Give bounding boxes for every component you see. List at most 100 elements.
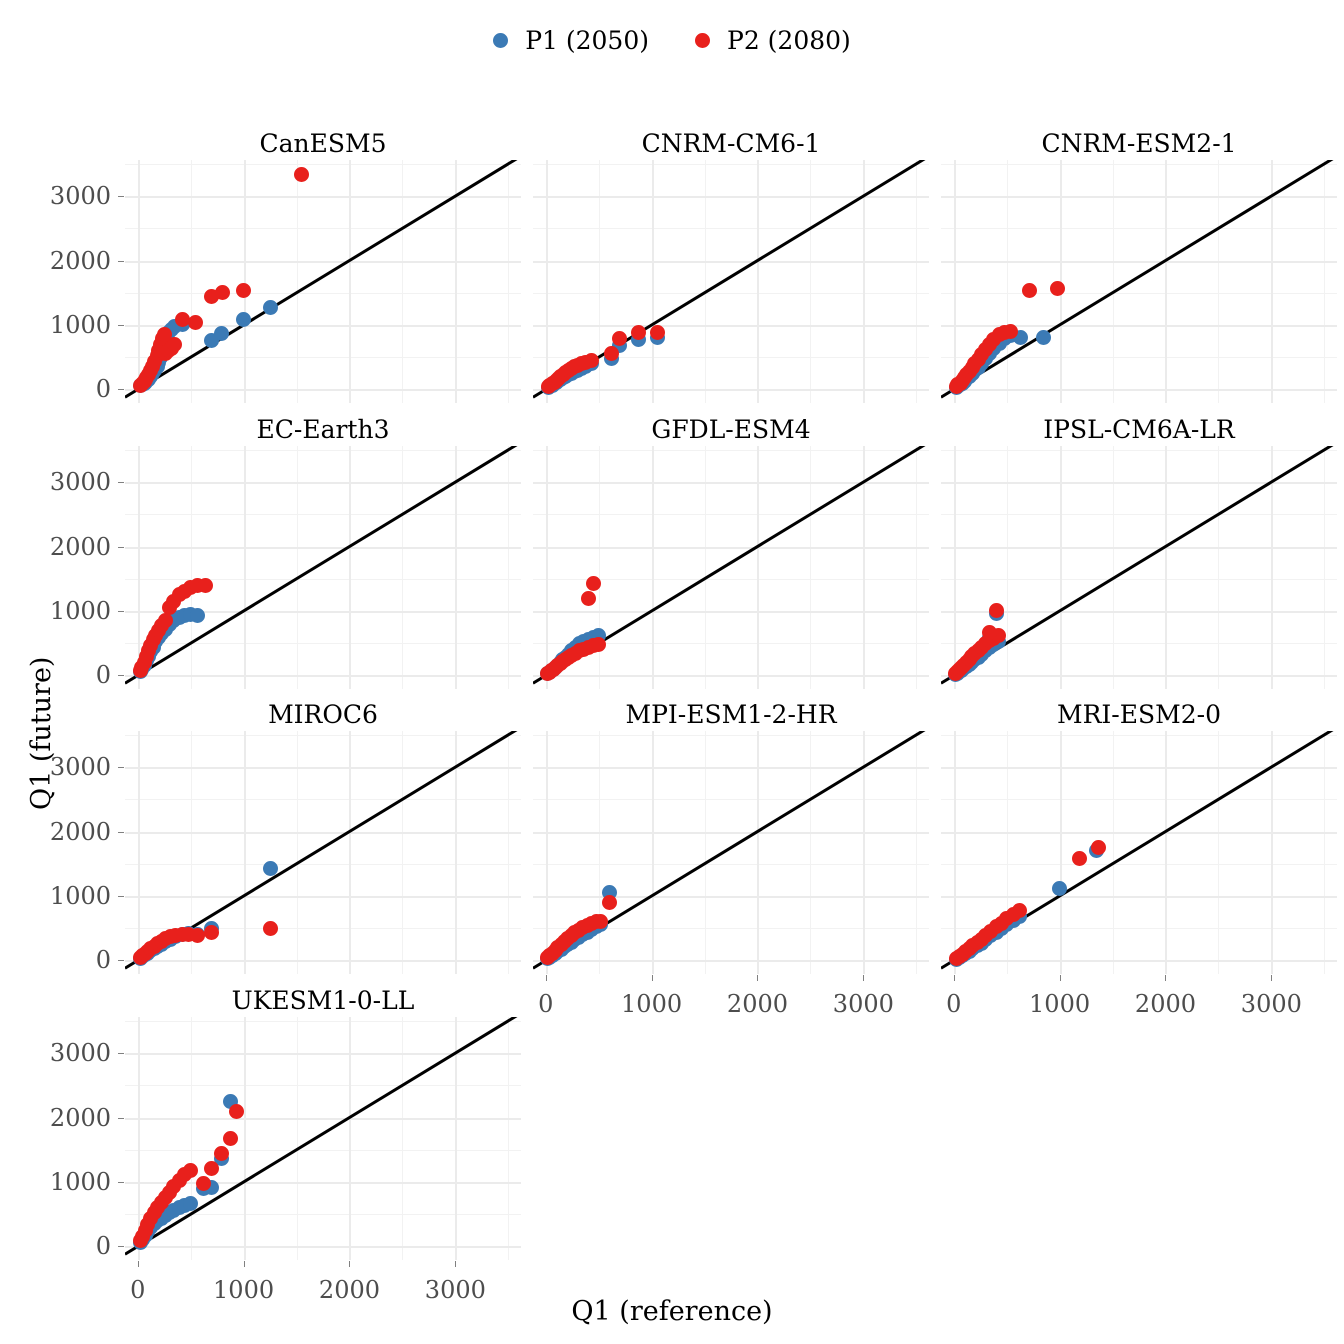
gridline-vertical — [137, 1017, 140, 1260]
gridline-horizontal — [533, 196, 929, 199]
data-point-p1[interactable] — [1036, 329, 1052, 345]
x-tick-label: 0 — [538, 990, 554, 1018]
data-point-p1[interactable] — [189, 608, 205, 624]
plot-panel[interactable] — [533, 160, 929, 403]
data-point-p2[interactable] — [988, 602, 1004, 618]
data-point-p2[interactable] — [1022, 283, 1038, 299]
data-point-p2[interactable] — [1003, 323, 1019, 339]
data-point-p2[interactable] — [1049, 280, 1065, 296]
plot-panel[interactable] — [125, 731, 521, 974]
data-point-p2[interactable] — [156, 326, 172, 342]
gridline-minor-vertical — [296, 446, 298, 689]
facet-title: CanESM5 — [259, 129, 387, 158]
plot-panel[interactable] — [941, 160, 1337, 403]
plot-panel[interactable] — [125, 446, 521, 689]
x-axis-title: Q1 (reference) — [571, 1296, 773, 1327]
plot-panel[interactable] — [941, 446, 1337, 689]
y-tick-label: 2000 — [49, 246, 111, 275]
gridline-horizontal — [941, 960, 1337, 963]
data-point-p2[interactable] — [631, 325, 647, 341]
data-point-p2[interactable] — [228, 1103, 244, 1119]
y-tick-label: 1000 — [49, 1168, 111, 1196]
x-tick-label: 3000 — [1240, 990, 1302, 1018]
data-point-p2[interactable] — [197, 577, 213, 593]
legend-entry-p1[interactable]: P1 (2050) — [493, 28, 649, 53]
data-point-p1[interactable] — [262, 300, 278, 316]
y-tick-mark — [118, 1182, 124, 1183]
data-point-p2[interactable] — [204, 1160, 220, 1176]
gridline-minor-horizontal — [533, 163, 929, 165]
data-point-p2[interactable] — [262, 920, 278, 936]
data-point-p2[interactable] — [591, 637, 607, 653]
gridline-minor-vertical — [508, 731, 510, 974]
gridline-vertical — [1059, 731, 1062, 974]
data-point-p2[interactable] — [204, 924, 220, 940]
gridline-vertical — [1271, 446, 1274, 689]
data-point-p2[interactable] — [294, 167, 310, 183]
data-point-p1[interactable] — [1052, 880, 1068, 896]
gridline-minor-vertical — [1006, 446, 1008, 689]
data-point-p2[interactable] — [189, 927, 205, 943]
gridline-minor-horizontal — [125, 1149, 521, 1151]
data-point-p2[interactable] — [157, 612, 173, 628]
plot-panel[interactable] — [941, 731, 1337, 974]
gridline-vertical — [953, 160, 956, 403]
data-point-p2[interactable] — [195, 1175, 211, 1191]
gridline-horizontal — [125, 325, 521, 327]
data-point-p1[interactable] — [262, 860, 278, 876]
gridline-minor-vertical — [1218, 160, 1220, 403]
y-tick-label: 3000 — [49, 1039, 111, 1068]
data-point-p2[interactable] — [1091, 840, 1107, 856]
gridline-minor-horizontal — [941, 578, 1337, 580]
facet-title: IPSL-CM6A-LR — [1043, 415, 1235, 444]
gridline-horizontal — [533, 675, 929, 678]
data-point-p2[interactable] — [223, 1130, 239, 1146]
data-point-p2[interactable] — [982, 625, 998, 641]
gridline-minor-horizontal — [125, 1020, 521, 1022]
data-point-p2[interactable] — [603, 345, 619, 361]
gridline-minor-horizontal — [941, 163, 1337, 165]
plot-panel[interactable] — [533, 731, 929, 974]
data-point-p2[interactable] — [214, 285, 230, 301]
data-point-p2[interactable] — [593, 913, 609, 929]
gridline-minor-horizontal — [125, 1085, 521, 1087]
gridline-minor-horizontal — [941, 863, 1337, 865]
x-tick-mark — [349, 1261, 351, 1267]
data-point-p2[interactable] — [174, 311, 190, 327]
plot-panel[interactable] — [125, 160, 521, 403]
gridline-horizontal — [941, 611, 1337, 613]
gridline-horizontal — [533, 896, 929, 898]
data-point-p2[interactable] — [1072, 851, 1088, 867]
y-tick-label: 3000 — [49, 182, 111, 211]
data-point-p2[interactable] — [601, 894, 617, 910]
data-point-p2[interactable] — [183, 1162, 199, 1178]
data-point-p2[interactable] — [167, 336, 183, 352]
data-point-p1[interactable] — [236, 311, 252, 327]
gridline-minor-vertical — [1324, 446, 1326, 689]
gridline-minor-horizontal — [125, 578, 521, 580]
plot-panel[interactable] — [533, 446, 929, 689]
data-point-p2[interactable] — [585, 576, 601, 592]
data-point-p2[interactable] — [650, 324, 666, 340]
data-point-p2[interactable] — [612, 331, 628, 347]
x-tick-mark — [1059, 975, 1061, 981]
data-point-p2[interactable] — [213, 1146, 229, 1162]
plot-panel[interactable] — [125, 1017, 521, 1260]
gridline-minor-vertical — [704, 446, 706, 689]
gridline-minor-horizontal — [941, 449, 1337, 451]
gridline-minor-vertical — [1112, 160, 1114, 403]
gridline-horizontal — [533, 546, 929, 549]
gridline-horizontal — [125, 611, 521, 613]
data-point-p2[interactable] — [580, 590, 596, 606]
data-point-p1[interactable] — [213, 325, 229, 341]
legend-entry-p2[interactable]: P2 (2080) — [695, 28, 851, 53]
gridline-vertical — [863, 731, 866, 974]
data-point-p2[interactable] — [188, 314, 204, 330]
data-point-p2[interactable] — [1011, 902, 1027, 918]
data-point-p1[interactable] — [183, 1196, 199, 1212]
gridline-vertical — [953, 446, 956, 689]
gridline-minor-horizontal — [941, 799, 1337, 801]
gridline-vertical — [455, 160, 458, 403]
data-point-p2[interactable] — [583, 352, 599, 368]
data-point-p2[interactable] — [236, 283, 252, 299]
